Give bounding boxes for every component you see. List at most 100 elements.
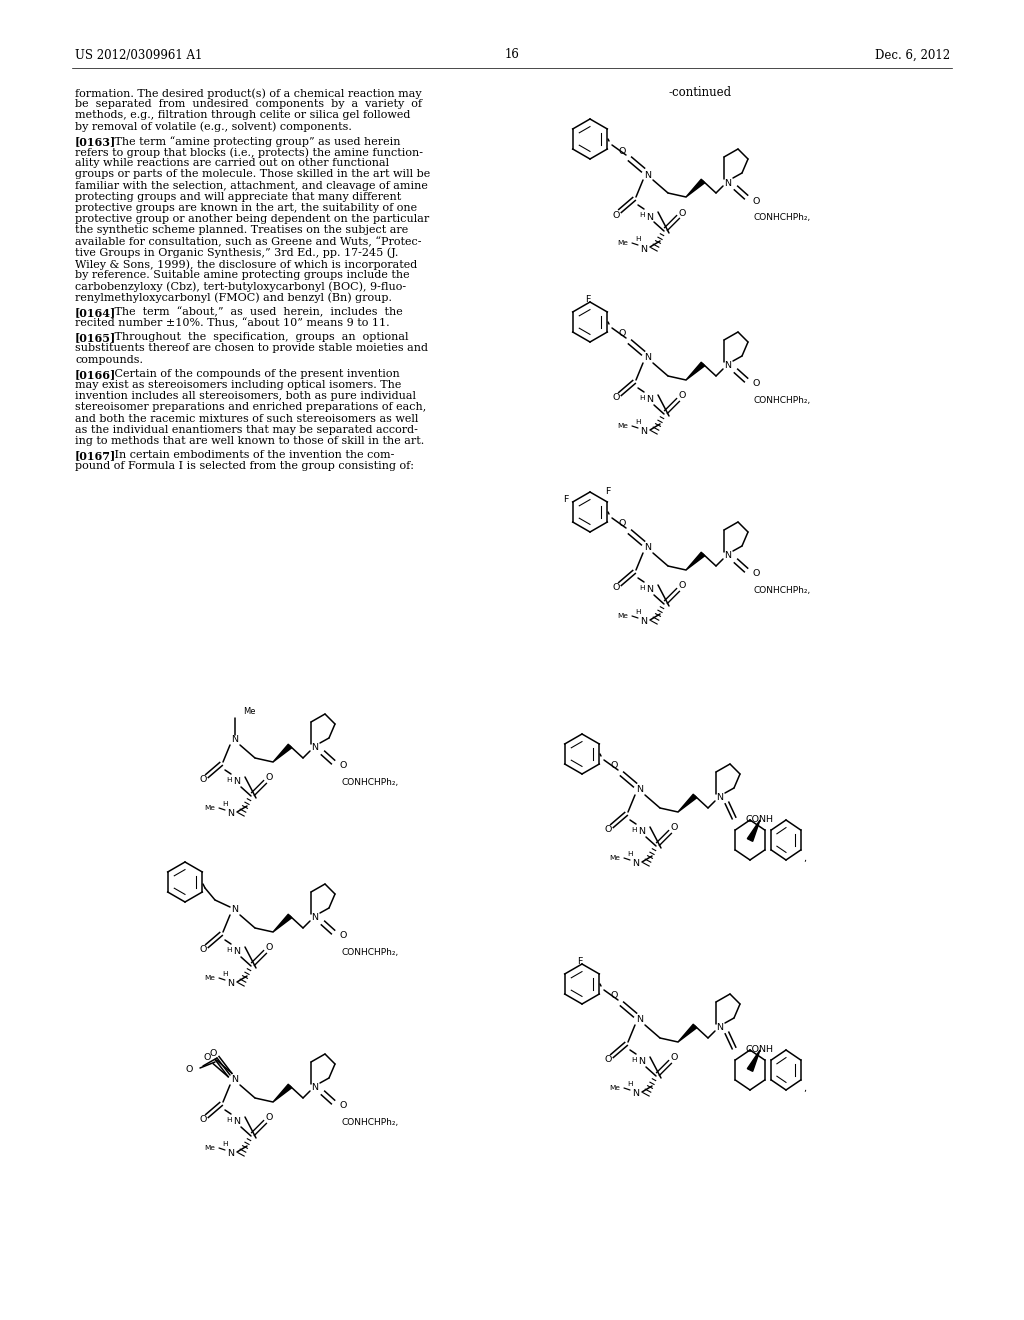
Text: H: H <box>631 828 637 833</box>
Text: CONHCHPh₂,: CONHCHPh₂, <box>341 948 398 957</box>
Polygon shape <box>678 795 696 812</box>
Text: Me: Me <box>243 708 256 717</box>
Text: may exist as stereoisomers including optical isomers. The: may exist as stereoisomers including opt… <box>75 380 401 389</box>
Text: H: H <box>635 418 641 425</box>
Text: N: N <box>233 1118 241 1126</box>
Text: O: O <box>612 210 620 219</box>
Text: Me: Me <box>609 855 620 861</box>
Text: N: N <box>644 170 651 180</box>
Text: [0167]: [0167] <box>75 450 117 461</box>
Text: O: O <box>339 762 347 771</box>
Text: H: H <box>226 777 231 783</box>
Text: Certain of the compounds of the present invention: Certain of the compounds of the present … <box>103 368 399 379</box>
Polygon shape <box>748 1049 760 1072</box>
Text: N: N <box>233 948 241 957</box>
Text: H: H <box>639 395 645 401</box>
Text: H: H <box>226 946 231 953</box>
Text: N: N <box>231 1076 239 1085</box>
Text: formation. The desired product(s) of a chemical reaction may: formation. The desired product(s) of a c… <box>75 88 422 99</box>
Text: O: O <box>753 569 760 578</box>
Text: N: N <box>311 743 318 752</box>
Text: N: N <box>640 244 647 253</box>
Text: F: F <box>562 495 568 504</box>
Text: CONHCHPh₂,: CONHCHPh₂, <box>341 777 398 787</box>
Text: CONH: CONH <box>746 1045 774 1055</box>
Text: [0165]: [0165] <box>75 333 117 343</box>
Text: N: N <box>231 906 239 915</box>
Text: protective groups are known in the art, the suitability of one: protective groups are known in the art, … <box>75 203 417 213</box>
Polygon shape <box>686 180 705 197</box>
Text: N: N <box>725 552 731 561</box>
Text: renylmethyloxycarbonyl (FMOC) and benzyl (Bn) group.: renylmethyloxycarbonyl (FMOC) and benzyl… <box>75 293 392 304</box>
Text: CONHCHPh₂,: CONHCHPh₂, <box>754 586 811 595</box>
Text: Me: Me <box>617 612 628 619</box>
Text: and both the racemic mixtures of such stereoisomers as well: and both the racemic mixtures of such st… <box>75 413 419 424</box>
Text: N: N <box>646 396 653 404</box>
Text: N: N <box>233 777 241 787</box>
Text: F: F <box>585 296 590 305</box>
Text: O: O <box>618 330 626 338</box>
Text: invention includes all stereoisomers, both as pure individual: invention includes all stereoisomers, bo… <box>75 391 416 401</box>
Text: stereoisomer preparations and enriched preparations of each,: stereoisomer preparations and enriched p… <box>75 403 426 412</box>
Text: O: O <box>200 1115 207 1125</box>
Text: [0163]: [0163] <box>75 136 117 147</box>
Text: O: O <box>339 1101 347 1110</box>
Text: as the individual enantiomers that may be separated accord-: as the individual enantiomers that may b… <box>75 425 418 434</box>
Text: O: O <box>200 776 207 784</box>
Text: Me: Me <box>617 422 628 429</box>
Text: H: H <box>631 1057 637 1063</box>
Text: F: F <box>577 957 582 966</box>
Text: Me: Me <box>204 805 215 810</box>
Text: O: O <box>678 392 686 400</box>
Text: O: O <box>618 520 626 528</box>
Text: The term “amine protecting group” as used herein: The term “amine protecting group” as use… <box>103 136 400 147</box>
Text: N: N <box>646 586 653 594</box>
Text: H: H <box>628 851 633 857</box>
Text: CONHCHPh₂,: CONHCHPh₂, <box>754 396 811 405</box>
Text: N: N <box>231 735 239 744</box>
Text: H: H <box>226 1117 231 1123</box>
Text: N: N <box>637 1015 643 1024</box>
Polygon shape <box>748 820 760 841</box>
Text: O: O <box>671 1053 678 1063</box>
Text: O: O <box>339 932 347 940</box>
Text: N: N <box>227 809 234 818</box>
Text: available for consultation, such as Greene and Wuts, “Protec-: available for consultation, such as Gree… <box>75 236 422 247</box>
Text: O: O <box>204 1053 211 1063</box>
Polygon shape <box>686 552 705 570</box>
Text: methods, e.g., filtration through celite or silica gel followed: methods, e.g., filtration through celite… <box>75 111 411 120</box>
Text: N: N <box>633 1089 640 1098</box>
Text: N: N <box>639 828 645 837</box>
Text: pound of Formula I is selected from the group consisting of:: pound of Formula I is selected from the … <box>75 462 414 471</box>
Polygon shape <box>273 915 292 932</box>
Polygon shape <box>273 744 292 762</box>
Text: Dec. 6, 2012: Dec. 6, 2012 <box>874 49 950 62</box>
Text: O: O <box>671 824 678 833</box>
Text: Me: Me <box>204 1144 215 1151</box>
Text: protective group or another being dependent on the particular: protective group or another being depend… <box>75 214 429 224</box>
Text: N: N <box>311 1084 318 1093</box>
Text: the synthetic scheme planned. Treatises on the subject are: the synthetic scheme planned. Treatises … <box>75 226 409 235</box>
Text: N: N <box>717 793 724 803</box>
Text: recited number ±10%. Thus, “about 10” means 9 to 11.: recited number ±10%. Thus, “about 10” me… <box>75 318 389 329</box>
Polygon shape <box>273 1084 292 1102</box>
Text: tive Groups in Organic Synthesis,” 3rd Ed., pp. 17-245 (J.: tive Groups in Organic Synthesis,” 3rd E… <box>75 248 398 259</box>
Text: O: O <box>265 774 272 783</box>
Text: N: N <box>640 618 647 627</box>
Text: N: N <box>633 859 640 869</box>
Text: H: H <box>222 972 227 977</box>
Text: US 2012/0309961 A1: US 2012/0309961 A1 <box>75 49 203 62</box>
Text: by reference. Suitable amine protecting groups include the: by reference. Suitable amine protecting … <box>75 271 410 280</box>
Text: O: O <box>610 762 617 771</box>
Text: ing to methods that are well known to those of skill in the art.: ing to methods that are well known to th… <box>75 436 424 446</box>
Text: N: N <box>639 1057 645 1067</box>
Polygon shape <box>678 1024 696 1041</box>
Text: Wiley & Sons, 1999), the disclosure of which is incorporated: Wiley & Sons, 1999), the disclosure of w… <box>75 259 417 269</box>
Text: by removal of volatile (e.g., solvent) components.: by removal of volatile (e.g., solvent) c… <box>75 121 352 132</box>
Text: CONHCHPh₂,: CONHCHPh₂, <box>341 1118 398 1127</box>
Text: be  separated  from  undesired  components  by  a  variety  of: be separated from undesired components b… <box>75 99 422 110</box>
Text: ality while reactions are carried out on other functional: ality while reactions are carried out on… <box>75 158 389 168</box>
Text: N: N <box>725 362 731 371</box>
Text: The  term  “about,”  as  used  herein,  includes  the: The term “about,” as used herein, includ… <box>103 306 402 317</box>
Text: H: H <box>639 213 645 218</box>
